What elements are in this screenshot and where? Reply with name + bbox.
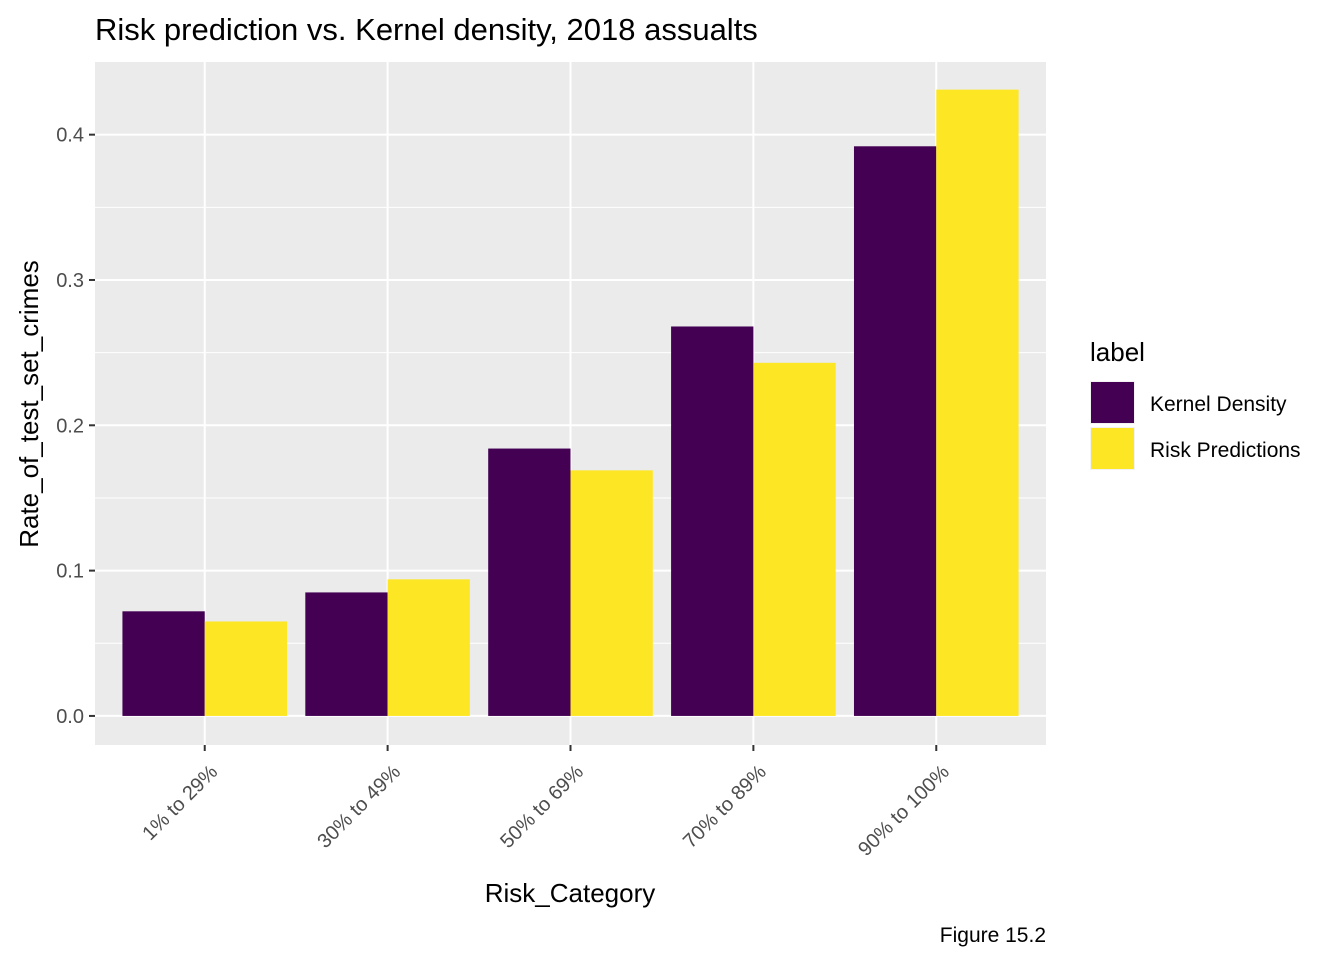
- bar: [853, 146, 937, 716]
- legend-title: label: [1090, 337, 1145, 367]
- legend-swatch: [1091, 382, 1134, 423]
- y-tick-label: 0.1: [56, 561, 84, 583]
- x-axis-title: Risk_Category: [485, 878, 656, 908]
- legend-swatch: [1091, 428, 1134, 469]
- bar: [936, 89, 1019, 716]
- bar: [570, 470, 653, 716]
- y-axis-title: Rate_of_test_set_crimes: [14, 260, 44, 548]
- bar: [488, 448, 571, 716]
- legend-label: Risk Predictions: [1150, 439, 1301, 462]
- legend-label: Kernel Density: [1150, 393, 1287, 416]
- chart-title: Risk prediction vs. Kernel density, 2018…: [95, 12, 758, 47]
- bar: [305, 592, 388, 716]
- bars: [122, 89, 1019, 716]
- bar: [753, 362, 836, 716]
- y-tick-label: 0.2: [56, 415, 84, 437]
- y-tick-label: 0.4: [56, 125, 84, 147]
- y-tick-label: 0.0: [56, 706, 84, 728]
- bar: [387, 579, 470, 716]
- y-tick-label: 0.3: [56, 270, 84, 292]
- y-axis: 0.0 0.1 0.2 0.3 0.4: [56, 125, 95, 728]
- legend: label Kernel Density Risk Predictions: [1090, 337, 1301, 470]
- figure-caption: Figure 15.2: [940, 924, 1046, 947]
- legend-items: Kernel Density Risk Predictions: [1090, 381, 1301, 470]
- bar: [122, 611, 205, 716]
- bar: [204, 621, 288, 716]
- bar: [671, 326, 754, 716]
